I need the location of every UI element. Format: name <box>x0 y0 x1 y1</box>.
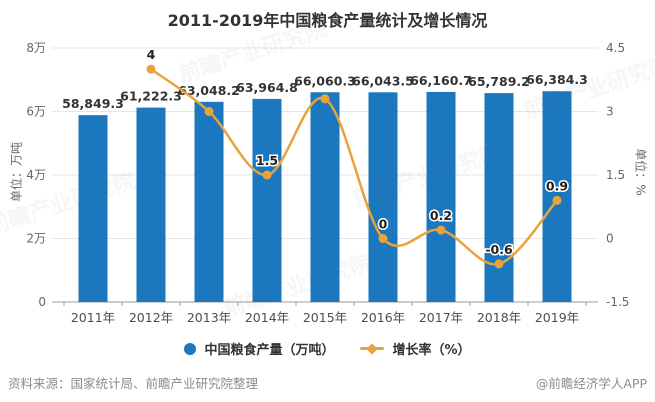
bar[interactable] <box>310 92 340 302</box>
x-axis-label: 2011年 <box>71 310 115 325</box>
x-axis-label: 2018年 <box>477 310 521 325</box>
bar[interactable] <box>426 91 456 302</box>
bar-value-label: 63,964.8 <box>236 80 298 95</box>
y-axis-tick-left: 0 <box>38 295 46 309</box>
left-axis-title: 单位：万吨 <box>9 141 24 203</box>
y-axis-tick-left: 2万 <box>26 232 46 246</box>
y-axis-tick-right: 3 <box>606 105 614 119</box>
x-axis-label: 2019年 <box>535 310 579 325</box>
right-axis-title: 单位：% <box>633 148 648 196</box>
x-axis-label: 2015年 <box>303 310 347 325</box>
footer: 资料来源：国家统计局、前瞻产业研究院整理 @前瞻经济学人APP <box>0 366 655 392</box>
bar-value-label: 58,849.3 <box>62 96 124 111</box>
y-axis-tick-right: 1.5 <box>606 168 625 182</box>
line-point-label: 0 <box>379 217 388 232</box>
x-axis-label: 2012年 <box>129 310 173 325</box>
line-point-label: 0.9 <box>546 178 568 193</box>
growth-line <box>149 67 559 266</box>
y-axis-tick-left: 6万 <box>26 105 46 119</box>
bar-value-label: 63,048.2 <box>178 83 240 98</box>
line-point-label: 4 <box>147 47 156 62</box>
y-axis-tick-left: 8万 <box>26 41 46 55</box>
diamond-icon <box>366 342 379 355</box>
chart-plot-area: 8万 4.56万 34万 1.52万 00 -1.558,849.361,222.363,… <box>26 41 629 325</box>
legend-label-production: 中国粮食产量（万吨） <box>204 343 335 358</box>
line-point[interactable] <box>494 259 504 269</box>
line-point-label: 1.5 <box>256 153 278 168</box>
line-marker-icon <box>360 342 385 355</box>
legend-label-growth: 增长率（%） <box>392 343 471 358</box>
line-point-label: -0.6 <box>485 242 513 257</box>
bar-value-label: 66,060.3 <box>294 73 356 88</box>
line-point[interactable] <box>552 195 562 205</box>
line-point[interactable] <box>378 234 388 243</box>
bar[interactable] <box>78 115 108 302</box>
chart-title: 2011-2019年中国粮食产量统计及增长情况 <box>167 11 488 30</box>
line-point[interactable] <box>204 107 214 116</box>
line-point[interactable] <box>146 64 156 74</box>
y-axis-tick-right: 4.5 <box>606 41 625 55</box>
legend-item-production[interactable]: 中国粮食产量（万吨） <box>184 339 334 358</box>
x-axis-label: 2017年 <box>419 310 463 325</box>
x-axis-label: 2013年 <box>187 310 231 325</box>
y-axis-tick-right: -1.5 <box>606 295 629 309</box>
data-source-text: 资料来源：国家统计局、前瞻产业研究院整理 <box>8 376 259 391</box>
y-axis-tick-right: 0 <box>606 232 614 246</box>
circle-marker-icon <box>184 342 197 355</box>
bar-value-label: 66,160.7 <box>410 73 472 88</box>
legend-item-growth[interactable]: 增长率（%） <box>360 339 471 358</box>
bar-value-label: 61,222.3 <box>120 89 182 104</box>
bar-value-label: 65,789.2 <box>468 74 530 89</box>
bar[interactable] <box>368 92 398 302</box>
bar[interactable] <box>194 101 224 303</box>
line-point[interactable] <box>320 94 330 104</box>
bar[interactable] <box>136 107 166 302</box>
bar-value-label: 66,384.3 <box>526 72 588 87</box>
y-axis-tick-left: 4万 <box>26 168 46 182</box>
bar-value-label: 66,043.5 <box>352 73 414 88</box>
legend: 中国粮食产量（万吨） 增长率（%） <box>0 339 655 358</box>
line-point[interactable] <box>436 225 446 235</box>
x-axis-label: 2016年 <box>361 310 405 325</box>
line-point-label: 0.2 <box>430 208 452 223</box>
x-axis-label: 2014年 <box>245 310 289 325</box>
line-point[interactable] <box>262 170 272 180</box>
bar[interactable] <box>484 93 514 302</box>
bar[interactable] <box>252 98 282 302</box>
brand-text: @前瞻经济学人APP <box>535 376 647 391</box>
